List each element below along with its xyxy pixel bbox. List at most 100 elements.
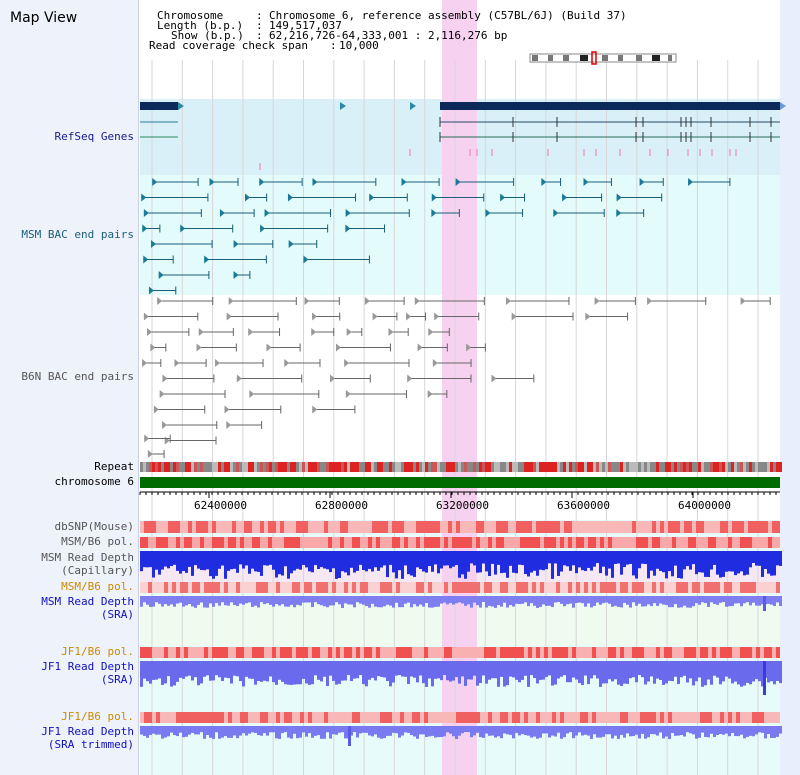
track-label-msm-bac[interactable]: MSM BAC end pairs [21, 228, 134, 241]
msm-capillary-depth [746, 551, 749, 575]
msm-capillary-depth [557, 551, 560, 576]
msm-sra-depth [773, 596, 776, 607]
msm-sra-depth [239, 596, 242, 604]
msm-pol-heat [212, 537, 216, 548]
repeat-segment [377, 462, 380, 472]
msm-sra-depth [521, 596, 524, 604]
track-label-jf1-depth-trim-2[interactable]: (SRA trimmed) [47, 738, 134, 751]
jf1-pol2-heat [516, 712, 520, 723]
msm-pol2-heat [292, 582, 296, 593]
jf1-pol-heat [188, 647, 192, 658]
repeat-segment [338, 462, 341, 472]
msm-pol-heat [152, 537, 156, 548]
b6n-bac-pair-end [228, 297, 234, 305]
repeat-segment [425, 462, 428, 472]
jf1-trim-depth [242, 726, 245, 734]
repeat-segment [314, 462, 317, 472]
jf1-sra-depth [551, 661, 554, 686]
jf1-sra-depth [332, 661, 335, 681]
repeat-segment [431, 462, 434, 472]
track-label-msm-depth-cap-1[interactable]: MSM Read Depth [41, 551, 134, 564]
msm-sra-depth [257, 596, 260, 608]
repeat-segment [476, 462, 479, 472]
track-label-msm-depth-cap-2[interactable]: (Capillary) [61, 564, 134, 577]
msm-capillary-depth [488, 551, 491, 576]
msm-pol-heat [204, 537, 208, 548]
jf1-trim-depth [317, 726, 320, 736]
jf1-trim-depth [722, 726, 725, 735]
jf1-pol2-heat [624, 712, 628, 723]
jf1-pol2-heat [356, 712, 360, 723]
repeat-segment [662, 462, 665, 472]
msm-sra-depth [734, 596, 737, 604]
msm-pol2-heat [420, 582, 424, 593]
dbsnp-heat [752, 521, 756, 533]
msm-sra-depth [305, 596, 308, 603]
jf1-pol-heat [680, 647, 684, 658]
track-label-chromosome[interactable]: chromosome 6 [54, 475, 134, 488]
track-label-msm-depth-sra-1[interactable]: MSM Read Depth [41, 595, 134, 608]
jf1-pol-heat [160, 647, 164, 658]
dbsnp-heat [604, 521, 608, 533]
msm-pol2-heat [616, 582, 620, 593]
jf1-pol-heat [508, 647, 512, 658]
jf1-pol2-heat [644, 712, 648, 723]
msm-sra-depth [266, 596, 269, 604]
repeat-segment [656, 462, 659, 472]
msm-pol-heat [368, 537, 372, 548]
track-label-repeat[interactable]: Repeat [94, 460, 134, 473]
track-label-msm-b6-pol-2[interactable]: MSM/B6 pol. [61, 580, 134, 593]
msm-pol2-heat [144, 582, 148, 593]
jf1-pol2-heat [148, 712, 152, 723]
jf1-pol2-heat [660, 712, 664, 723]
jf1-pol-heat [376, 647, 380, 658]
track-label-jf1-depth-sra-2[interactable]: (SRA) [100, 673, 134, 686]
track-label-jf1-depth-sra-1[interactable]: JF1 Read Depth [41, 660, 134, 673]
msm-bac-pair-end [288, 240, 294, 248]
track-label-b6n-bac[interactable]: B6N BAC end pairs [21, 370, 134, 383]
jf1-trim-depth [704, 726, 707, 737]
track-label-msm-depth-sra-2[interactable]: (SRA) [100, 608, 134, 621]
repeat-segment [371, 462, 374, 472]
jf1-sra-depth [395, 661, 398, 676]
track-label-refseq[interactable]: RefSeq Genes [54, 130, 134, 143]
msm-pol2-heat [660, 582, 664, 593]
jf1-sra-depth [557, 661, 560, 679]
jf1-pol2-heat [612, 712, 616, 723]
jf1-sra-depth [164, 661, 167, 684]
jf1-sra-depth [458, 661, 461, 684]
jf1-pol2-heat [444, 712, 448, 723]
msm-capillary-depth [368, 551, 371, 569]
jf1-sra-depth [500, 661, 503, 677]
jf1-pol-heat [408, 647, 412, 658]
msm-capillary-depth [257, 551, 260, 572]
msm-bac-pair-end [688, 178, 694, 186]
b6n-bac-pair-end [372, 312, 378, 321]
track-label-jf1-b6-pol-1[interactable]: JF1/B6 pol. [61, 645, 134, 658]
track-label-jf1-b6-pol-2[interactable]: JF1/B6 pol. [61, 710, 134, 723]
msm-capillary-depth [143, 551, 146, 568]
jf1-sra-depth [170, 661, 173, 687]
msm-pol-heat [236, 537, 240, 548]
jf1-trim-depth [554, 726, 557, 737]
repeat-segment [689, 462, 692, 472]
msm-pol-heat [632, 537, 636, 548]
repeat-segment [209, 462, 212, 472]
track-label-dbsnp[interactable]: dbSNP(Mouse) [54, 520, 134, 533]
msm-sra-depth [143, 596, 146, 603]
msm-bac-pair-end [369, 193, 375, 202]
jf1-pol-heat [148, 647, 152, 658]
msm-pol-heat [264, 537, 268, 548]
msm-pol2-heat [672, 582, 676, 593]
track-label-msm-b6-pol-1[interactable]: MSM/B6 pol. [61, 535, 134, 548]
msm-pol2-heat [216, 582, 220, 593]
msm-capillary-depth [443, 551, 446, 566]
track-label-jf1-depth-trim-1[interactable]: JF1 Read Depth [41, 725, 134, 738]
msm-pol-heat [348, 537, 352, 548]
jf1-trim-depth [359, 726, 362, 734]
msm-pol2-heat [744, 582, 748, 593]
scroll-strip[interactable] [780, 0, 800, 775]
jf1-sra-depth [260, 661, 263, 682]
msm-sra-depth [662, 596, 665, 605]
